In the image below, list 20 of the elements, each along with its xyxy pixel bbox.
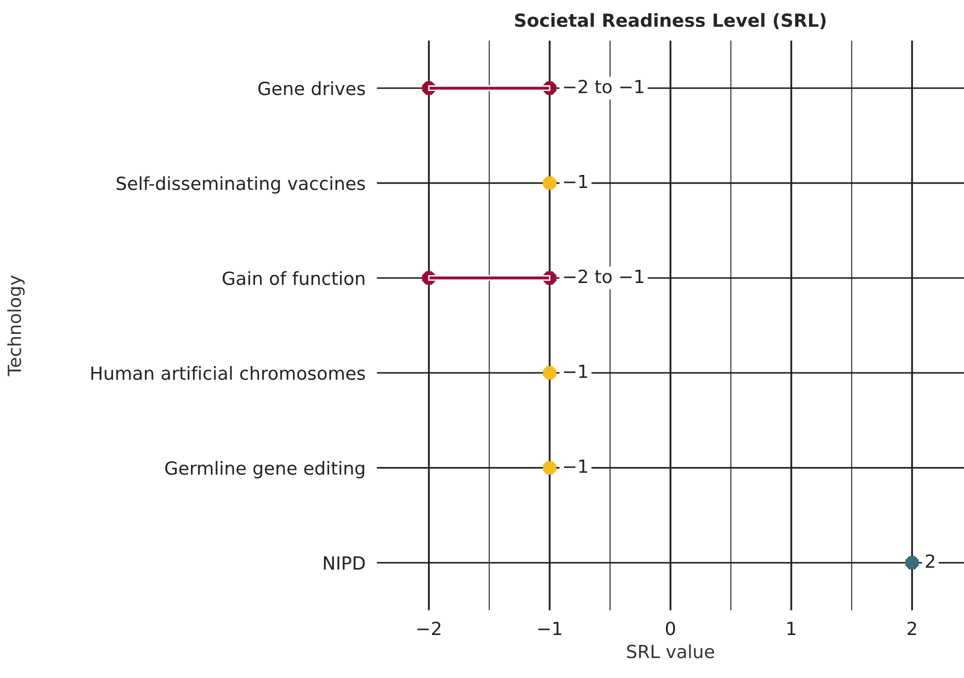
- y-tick-label: Gene drives: [258, 81, 365, 96]
- x-tick-label: −1: [538, 622, 562, 636]
- y-axis-title: Technology: [7, 275, 25, 376]
- data-label: −1: [564, 364, 588, 378]
- x-tick-label: 0: [666, 622, 676, 636]
- y-tick-label: NIPD: [324, 556, 365, 570]
- data-label: −2 to −1: [564, 80, 644, 94]
- data-label: −1: [564, 174, 588, 188]
- x-axis-title: SRL value: [627, 644, 714, 658]
- chart-title: Societal Readiness Level (SRL): [515, 13, 826, 30]
- x-tick-label: 1: [788, 622, 796, 636]
- y-tick-label: Human artificial chromosomes: [91, 366, 365, 380]
- data-label: −2 to −1: [564, 270, 644, 284]
- data-label: −1: [564, 460, 588, 473]
- x-tick-label: −2: [417, 622, 440, 636]
- y-tick-label: Germline gene editing: [165, 460, 364, 478]
- y-tick-label: Gain of function: [222, 271, 364, 286]
- data-label: 2: [926, 554, 934, 568]
- x-tick-label: 2: [908, 622, 916, 636]
- y-tick-label: Self-disseminating vaccines: [116, 176, 365, 194]
